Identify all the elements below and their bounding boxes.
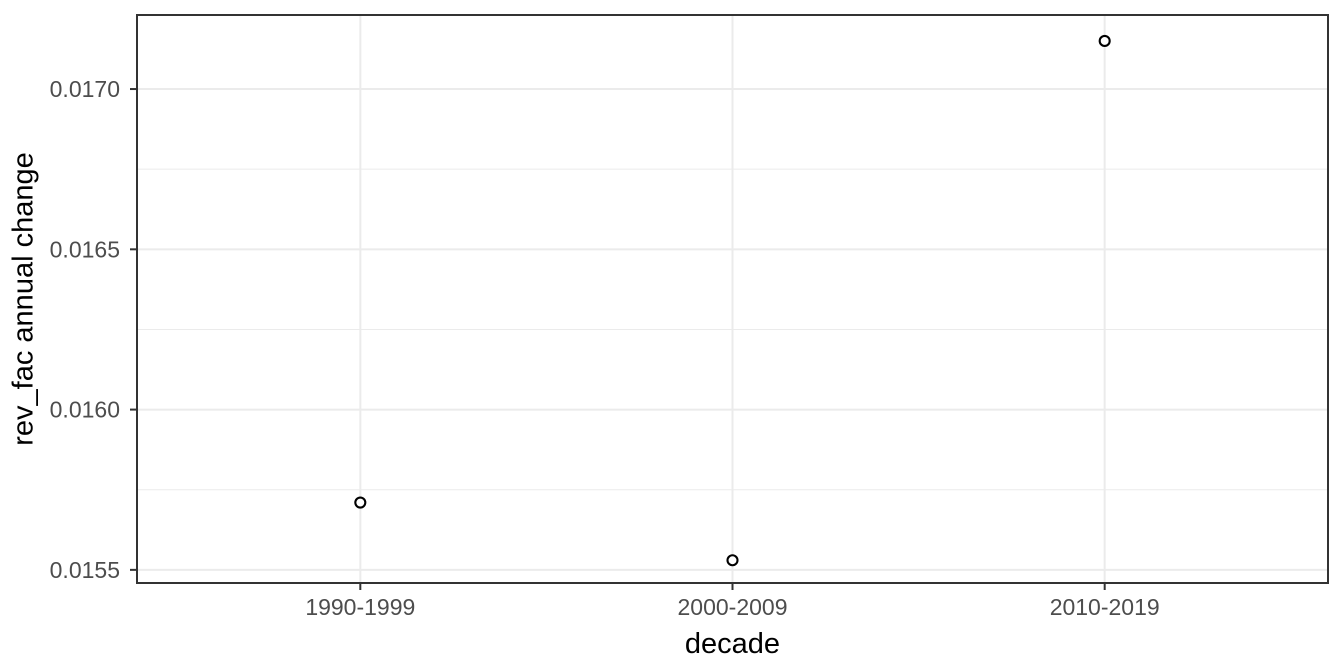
panel-border xyxy=(136,14,1329,584)
x-tick-label: 2010-2019 xyxy=(1050,594,1160,620)
y-tick-label: 0.0155 xyxy=(50,557,120,583)
y-tick-label: 0.0165 xyxy=(50,236,120,262)
data-point xyxy=(1098,34,1111,48)
data-point xyxy=(354,496,367,509)
data-point xyxy=(726,554,739,567)
x-tick-label: 1990-1999 xyxy=(305,594,415,620)
y-tick-label: 0.0170 xyxy=(50,76,120,102)
y-tick-label: 0.0160 xyxy=(50,397,120,423)
x-axis-title: decade xyxy=(684,628,781,660)
y-axis-title: rev_fac annual change xyxy=(7,152,40,446)
x-tick-label: 2000-2009 xyxy=(678,594,788,620)
